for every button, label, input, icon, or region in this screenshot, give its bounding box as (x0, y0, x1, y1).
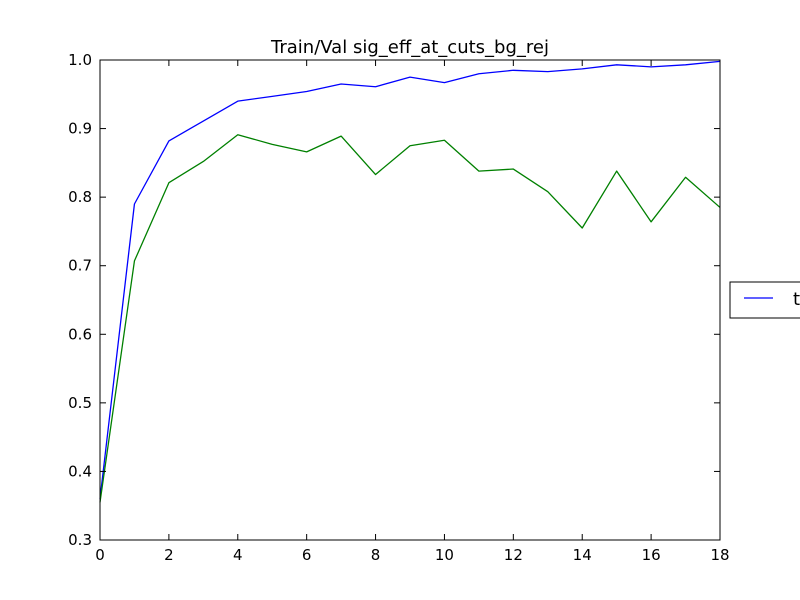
x-tick-label: 18 (710, 546, 729, 564)
legend-label: t (793, 289, 800, 310)
ticks-layer: 0 2 4 6 8 10 12 14 16 18 0.3 0.4 0.5 0.6 0.7 0.8 0.9 1.0 (68, 51, 729, 564)
x-tick-label: 10 (435, 546, 454, 564)
legend-box (729, 281, 800, 319)
x-tick-label: 2 (164, 546, 174, 564)
legend: t (729, 281, 800, 319)
x-tick-label: 12 (504, 546, 523, 564)
plot-area (100, 60, 720, 540)
x-tick-label: 16 (642, 546, 661, 564)
x-tick-label: 8 (371, 546, 381, 564)
x-tick-label: 0 (95, 546, 105, 564)
y-tick-label: 0.3 (68, 531, 92, 549)
y-tick-label: 0.7 (68, 257, 92, 275)
series-line-2 (99, 134, 721, 503)
x-tick-label: 14 (573, 546, 592, 564)
series-line-1 (99, 60, 721, 499)
series-layer (99, 60, 721, 503)
x-tick-label: 4 (233, 546, 243, 564)
y-tick-label: 0.5 (68, 394, 92, 412)
y-tick-label: 1.0 (68, 51, 92, 69)
chart-title: Train/Val sig_eff_at_cuts_bg_rej (270, 37, 549, 58)
y-tick-label: 0.6 (68, 325, 92, 343)
x-tick-label: 6 (302, 546, 312, 564)
plot-frame (99, 59, 721, 541)
y-tick-label: 0.8 (68, 188, 92, 206)
y-tick-label: 0.9 (68, 120, 92, 138)
y-tick-label: 0.4 (68, 462, 92, 480)
